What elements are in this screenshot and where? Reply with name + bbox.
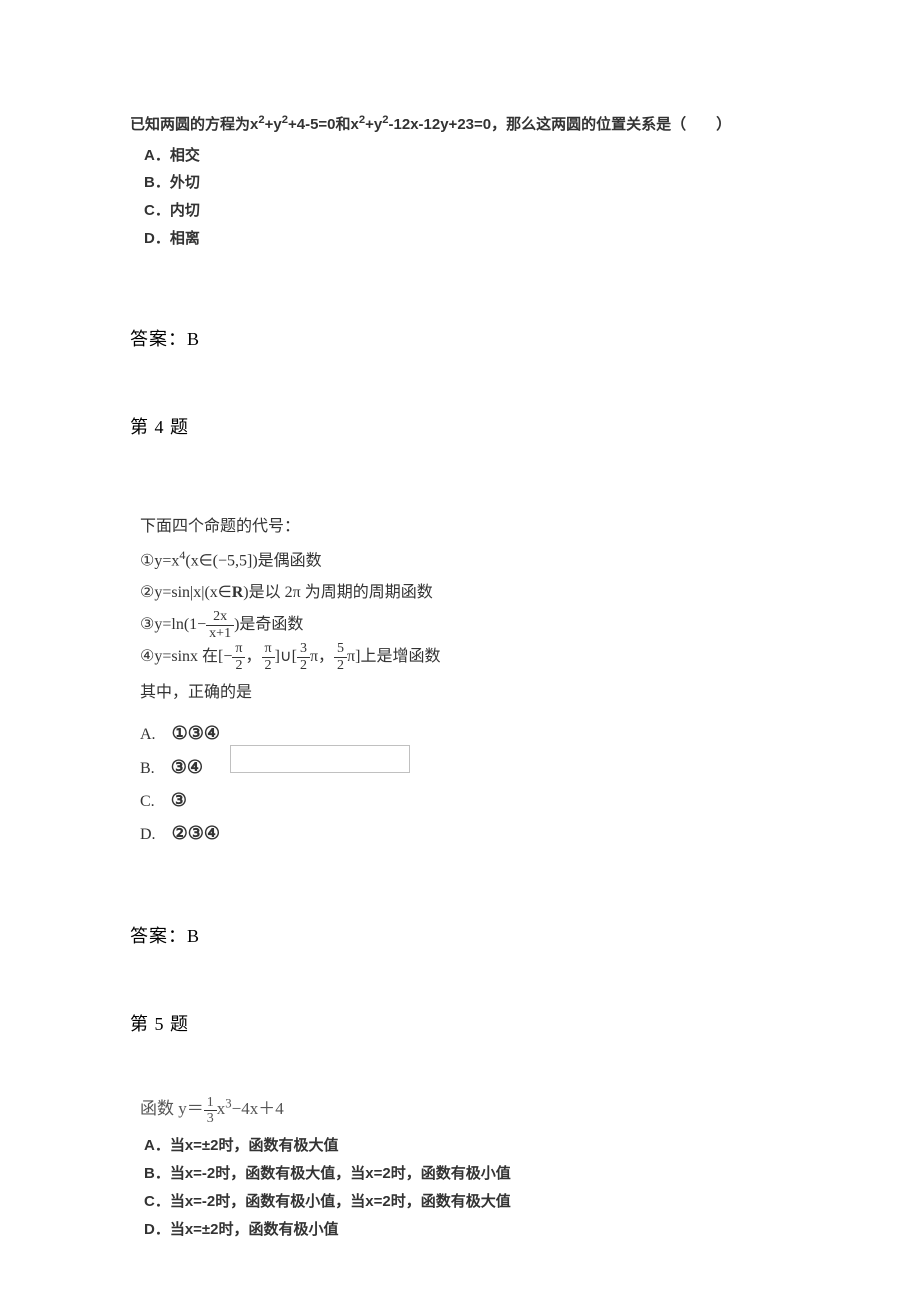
q4-option-a: A. ①③④ (130, 717, 790, 750)
question-3: 已知两圆的方程为x2+y2+4-5=0和x2+y2-12x-12y+23=0，那… (130, 110, 790, 351)
q3-option-a: A．相交 (130, 142, 790, 170)
q3-text-part: +4-5=0和x (288, 116, 359, 133)
q3-stem: 已知两圆的方程为x2+y2+4-5=0和x2+y2-12x-12y+23=0，那… (130, 110, 790, 140)
q4-heading: 第 4 题 (130, 413, 790, 439)
q4-text: π， (310, 648, 334, 665)
q4-text: ①y=x (140, 552, 179, 569)
numerator: 5 (334, 641, 347, 657)
denominator: 2 (262, 658, 275, 673)
q4-tail: 其中，正确的是 (130, 677, 790, 709)
q4-option-d: D. ②③④ (130, 817, 790, 850)
q3-text-part: 已知两圆的方程为x (130, 116, 258, 133)
q4-text: ④y=sinx 在[− (140, 648, 232, 665)
denominator: 2 (334, 658, 347, 673)
q5-option-a: A．当x=±2时，函数有极大值 (130, 1132, 790, 1160)
q3-answer: 答案：B (130, 325, 790, 351)
numerator: 1 (204, 1095, 217, 1111)
fraction: π2 (232, 641, 245, 673)
q4-text-bold: R (232, 584, 244, 601)
q3-text-part: +y (265, 116, 282, 133)
q3-option-d: D．相离 (130, 225, 790, 253)
numerator: π (262, 641, 275, 657)
q4-prop-2: ②y=sin|x|(x∈R)是以 2π 为周期的周期函数 (130, 577, 790, 609)
q3-option-b: B．外切 (130, 169, 790, 197)
q3-text-part: -12x-12y+23=0，那么这两圆的位置关系是（ ） (389, 116, 732, 133)
q3-text-part: +y (365, 116, 382, 133)
q5-option-c: C．当x=-2时，函数有极小值，当x=2时，函数有极大值 (130, 1188, 790, 1216)
q4-option-c: C. ③ (130, 784, 790, 817)
q4-text: (x∈(−5,5])是偶函数 (185, 552, 321, 569)
q4-text: ]∪[ (275, 648, 297, 665)
fraction: 52 (334, 641, 347, 673)
q4-options: A. ①③④ B. ③④ C. ③ D. ②③④ (130, 717, 790, 850)
q4-text: ②y=sin|x|(x∈ (140, 584, 232, 601)
denominator: 2 (297, 658, 310, 673)
fraction: 2xx+1 (206, 609, 234, 641)
denominator: x+1 (206, 626, 234, 641)
q4-intro: 下面四个命题的代号： (130, 511, 790, 543)
q3-option-c: C．内切 (130, 197, 790, 225)
q5-text: x (217, 1099, 226, 1118)
q4-prop-1: ①y=x4(x∈(−5,5])是偶函数 (130, 543, 790, 577)
q5-option-b: B．当x=-2时，函数有极大值，当x=2时，函数有极小值 (130, 1160, 790, 1188)
highlight-rectangle (230, 745, 410, 773)
numerator: π (232, 641, 245, 657)
q4-text: π]上是增函数 (347, 648, 440, 665)
q5-text: −4x＋4 (232, 1099, 284, 1118)
document-content: 已知两圆的方程为x 2 +y 2 +4-5=0和x 2 +y 2 -12x-12y+23=0，那… (0, 0, 920, 1243)
numerator: 2x (206, 609, 234, 625)
q4-text: )是以 2π 为周期的周期函数 (243, 584, 432, 601)
q4-prop-4: ④y=sinx 在[−π2，π2]∪[32π，52π]上是增函数 (130, 641, 790, 673)
q4-prop-3: ③y=ln(1−2xx+1)是奇函数 (130, 609, 790, 641)
fraction: 32 (297, 641, 310, 673)
q4-option-b: B. ③④ (130, 751, 790, 784)
denominator: 3 (204, 1111, 217, 1126)
q4-answer: 答案：B (130, 922, 790, 948)
q5-text: 函数 y＝ (140, 1099, 204, 1118)
fraction: π2 (262, 641, 275, 673)
denominator: 2 (232, 658, 245, 673)
question-4: 下面四个命题的代号： ①y=x4(x∈(−5,5])是偶函数 ②y=sin|x|… (130, 511, 790, 949)
question-5: 函数 y＝13x3 −4x＋4 A．当x=±2时，函数有极大值 B．当x=-2时，… (130, 1094, 790, 1243)
numerator: 3 (297, 641, 310, 657)
fraction: 13 (204, 1095, 217, 1127)
q5-stem: 函数 y＝13x3 −4x＋4 (130, 1094, 790, 1126)
q4-text: ， (245, 648, 261, 665)
q5-option-d: D．当x=±2时，函数有极小值 (130, 1216, 790, 1244)
q4-text: )是奇函数 (234, 616, 303, 633)
q5-heading: 第 5 题 (130, 1010, 790, 1036)
q4-text: ③y=ln(1− (140, 616, 206, 633)
